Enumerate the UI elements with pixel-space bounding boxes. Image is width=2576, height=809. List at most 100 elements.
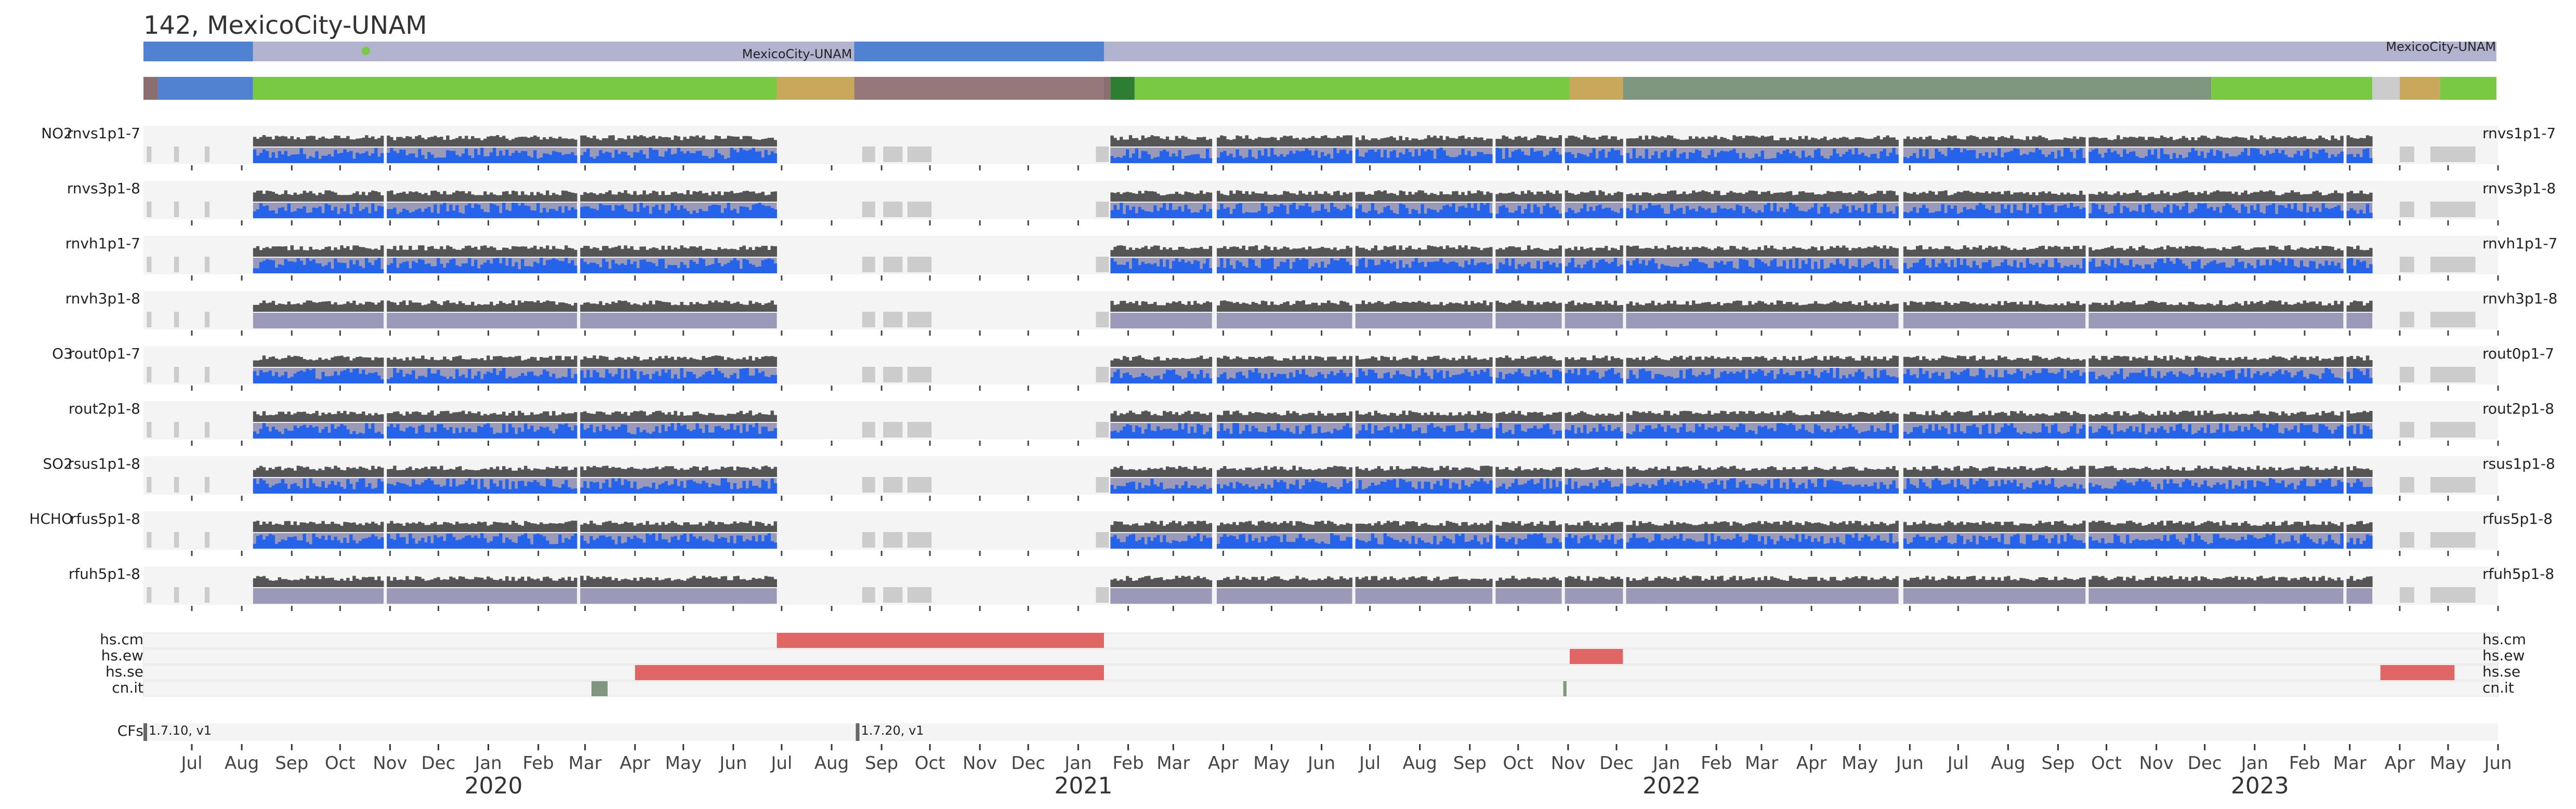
missing-data-block	[204, 202, 210, 217]
missing-data-block	[2399, 257, 2414, 272]
valid-fraction-bars	[1217, 258, 1352, 273]
observations-bars	[1565, 190, 1623, 202]
row-label-left: rout0p1-7	[69, 345, 140, 362]
observations-bars	[1495, 245, 1562, 257]
row-label-right: rout0p1-7	[2482, 345, 2554, 362]
row-label-right: rfus5p1-8	[2482, 510, 2553, 527]
missing-data-block	[2399, 147, 2414, 162]
observations-bars	[253, 245, 384, 257]
observations-bars	[1565, 245, 1623, 257]
valid-fraction-bars	[253, 368, 384, 383]
valid-fraction-bars	[1110, 203, 1213, 218]
observations-bars	[387, 300, 577, 312]
missing-data-block	[883, 587, 903, 603]
row-ticks	[191, 275, 2499, 281]
quality-band	[387, 588, 577, 604]
row-label-left: rfuh5p1-8	[69, 565, 140, 582]
valid-fraction-bars	[1565, 478, 1623, 494]
quality-band	[1355, 588, 1493, 604]
valid-fraction-bars	[1217, 479, 1352, 494]
missing-data-block	[1096, 202, 1109, 217]
valid-fraction-bars	[580, 368, 777, 383]
missing-data-block	[883, 312, 903, 327]
missing-data-block	[204, 257, 210, 272]
row-ticks	[191, 496, 2499, 501]
month-tick-label: Dec	[2188, 753, 2222, 774]
row-rnvs3p1-8: rnvs3p1-8 rnvs3p1-8	[67, 180, 2556, 226]
missing-data-block	[2399, 587, 2414, 603]
flag-hs.se: hs.se hs.se	[106, 663, 2520, 681]
location-segment	[854, 42, 1104, 61]
row-ticks	[191, 606, 2499, 611]
valid-fraction-bars	[1217, 368, 1352, 383]
observations-bars	[2346, 190, 2373, 202]
status-bar	[143, 77, 2496, 100]
observations-bars	[1217, 245, 1352, 257]
observations-bars	[580, 245, 777, 257]
observations-bars	[1355, 300, 1493, 312]
missing-data-block	[204, 422, 210, 437]
missing-data-block	[862, 532, 875, 548]
row-prefix: HCHO	[29, 510, 73, 527]
valid-fraction-bars	[1110, 423, 1213, 439]
observations-bars	[1110, 135, 1213, 147]
missing-data-block	[147, 422, 152, 437]
missing-data-block	[1096, 477, 1109, 493]
observations-bars	[1495, 410, 1562, 422]
missing-data-block	[2399, 477, 2414, 493]
quality-band	[580, 588, 777, 604]
status-segment	[1623, 77, 2212, 100]
valid-fraction-bars	[387, 478, 577, 494]
valid-fraction-bars	[387, 533, 577, 549]
observations-bars	[1626, 245, 1899, 257]
missing-data-block	[147, 202, 152, 217]
month-tick-label: Jan	[2240, 753, 2268, 774]
year-label: 2021	[1054, 773, 1112, 799]
row-label-right: rfuh5p1-8	[2482, 565, 2554, 582]
month-tick-label: Aug	[1402, 753, 1437, 774]
valid-fraction-bars	[1495, 258, 1562, 273]
quality-band	[2346, 313, 2373, 328]
month-tick-label: Aug	[1991, 753, 2025, 774]
valid-fraction-bars	[2088, 478, 2344, 494]
status-segment	[143, 77, 158, 100]
missing-data-block	[1096, 312, 1109, 327]
missing-data-block	[174, 257, 179, 272]
missing-data-block	[174, 312, 179, 327]
missing-data-block	[883, 202, 903, 217]
valid-fraction-bars	[1565, 368, 1623, 383]
month-tick-label: Jan	[1063, 753, 1092, 774]
observations-bars	[1626, 576, 1899, 587]
flag-label-right: hs.cm	[2482, 631, 2526, 648]
axis-ticks	[191, 744, 2499, 750]
missing-data-block	[2399, 422, 2414, 437]
row-prefix: SO2	[43, 455, 73, 472]
valid-fraction-bars	[387, 203, 577, 218]
quality-band	[1565, 588, 1623, 604]
observations-bars	[1217, 466, 1352, 477]
missing-data-block	[1096, 532, 1109, 548]
valid-fraction-bars	[1110, 258, 1213, 273]
missing-data-block	[147, 532, 152, 548]
missing-data-block	[147, 477, 152, 493]
missing-data-block	[2399, 367, 2414, 382]
observations-bars	[580, 135, 777, 147]
valid-fraction-bars	[1903, 148, 2086, 163]
missing-data-block	[1096, 367, 1109, 382]
observations-bars	[1495, 466, 1562, 477]
observations-bars	[1217, 410, 1352, 422]
missing-data-block	[862, 367, 875, 382]
observations-bars	[1355, 410, 1493, 422]
observations-bars	[2346, 300, 2373, 312]
valid-fraction-bars	[1495, 423, 1562, 439]
valid-fraction-bars	[2346, 258, 2373, 273]
flag-background	[143, 681, 2499, 697]
observations-bars	[253, 466, 384, 477]
missing-data-block	[147, 147, 152, 162]
valid-fraction-bars	[1495, 148, 1562, 163]
observations-bars	[580, 190, 777, 202]
observations-bars	[1565, 521, 1623, 532]
